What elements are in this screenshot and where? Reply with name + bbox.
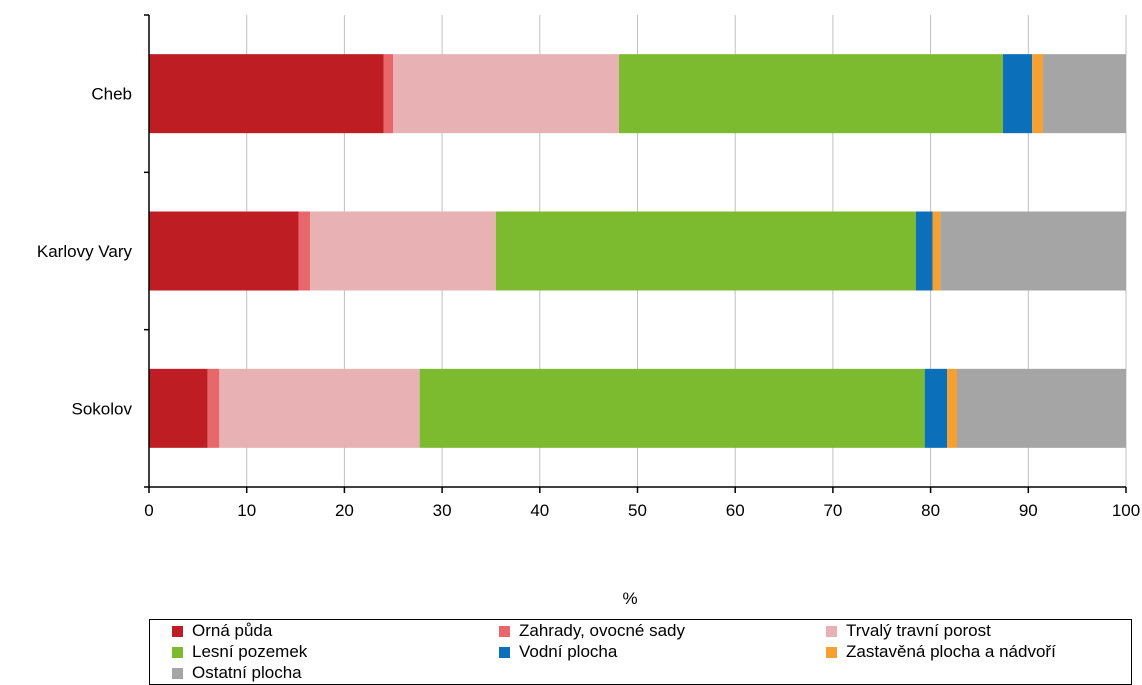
x-tick-label: 10 [237, 501, 256, 520]
x-tick-label: 60 [726, 501, 745, 520]
x-tick-label: 50 [628, 501, 647, 520]
bar-segment [1032, 54, 1043, 134]
legend-swatch [172, 625, 183, 637]
bars [149, 54, 1126, 448]
x-tick-labels: 0 10 20 30 40 50 60 70 80 90 100 [144, 501, 1140, 520]
bar-segment [383, 54, 394, 134]
category-label: Cheb [91, 85, 132, 104]
bar-segment [149, 211, 299, 291]
legend-swatch [499, 625, 510, 637]
category-label: Karlovy Vary [37, 242, 133, 261]
bar-segment [932, 211, 941, 291]
x-tick-label: 100 [1112, 501, 1140, 520]
x-tick-label: 0 [144, 501, 153, 520]
bar-segment [940, 211, 1126, 291]
legend-label: Ostatní plocha [192, 663, 302, 682]
legend-item: Vodní plocha [499, 642, 617, 662]
axes [144, 14, 1127, 493]
legend-swatch [172, 646, 183, 658]
legend-swatch [826, 625, 837, 637]
bar-segment [924, 368, 948, 448]
legend-label: Zastavěná plocha a nádvoří [846, 642, 1056, 661]
bar-segment [149, 54, 384, 134]
legend: Orná půda Zahrady, ovocné sady Trvalý trav… [149, 619, 1132, 685]
x-tick-label: 80 [921, 501, 940, 520]
bar-segment [947, 368, 957, 448]
bar-segment [618, 54, 1003, 134]
bar-segment [219, 368, 420, 448]
legend-label: Vodní plocha [519, 642, 618, 661]
bar-segment [393, 54, 619, 134]
stacked-bar-chart: 0 10 20 30 40 50 60 70 80 90 100 Cheb Karlovy Vary S… [37, 14, 1140, 608]
x-tick-label: 40 [530, 501, 549, 520]
legend-label: Trvalý travní porost [846, 621, 991, 640]
legend-item: Zahrady, ovocné sady [499, 621, 685, 641]
bar-segment [1042, 54, 1126, 134]
bar-segment [1002, 54, 1033, 134]
x-tick-label: 90 [1019, 501, 1038, 520]
bar-segment [956, 368, 1126, 448]
legend-swatch [172, 667, 183, 679]
legend-item: Trvalý travní porost [826, 621, 991, 641]
bar-segment [915, 211, 933, 291]
legend-item: Lesní pozemek [172, 642, 307, 662]
x-tick-label: 30 [433, 501, 452, 520]
bar-segment [419, 368, 925, 448]
bar-segment [495, 211, 916, 291]
legend-label: Zahrady, ovocné sady [519, 621, 685, 640]
category-label: Sokolov [72, 399, 133, 418]
legend-swatch [826, 646, 837, 658]
bar-segment [298, 211, 311, 291]
legend-label: Orná půda [192, 621, 273, 640]
x-axis-label: % [622, 589, 637, 608]
legend-item: Zastavěná plocha a nádvoří [826, 642, 1056, 662]
legend-swatch [499, 646, 510, 658]
legend-label: Lesní pozemek [192, 642, 308, 661]
x-tick-label: 70 [823, 501, 842, 520]
bar-segment [207, 368, 220, 448]
y-category-labels: Cheb Karlovy Vary Sokolov [37, 85, 133, 419]
bar-segment [149, 368, 208, 448]
legend-item: Ostatní plocha [172, 663, 302, 683]
x-tick-label: 20 [335, 501, 354, 520]
legend-item: Orná půda [172, 621, 272, 641]
bar-segment [310, 211, 496, 291]
